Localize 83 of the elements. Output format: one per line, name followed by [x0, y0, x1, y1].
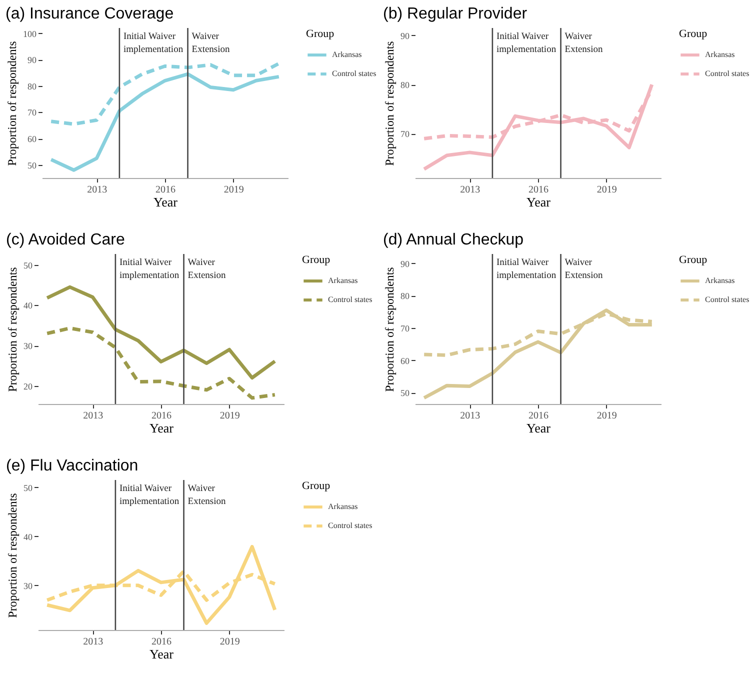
legend-label: Control states [328, 521, 372, 530]
line-series [45, 285, 277, 380]
x-tick-label: 2019 [220, 636, 240, 648]
y-tick-label: 30 [24, 341, 33, 352]
ref-line-label: Initial Waiver implementation [119, 258, 180, 281]
y-tick-label: 30 [24, 580, 33, 591]
y-tick-label: 80 [400, 80, 410, 90]
line-series [422, 82, 654, 171]
y-tick-label: 50 [24, 482, 33, 493]
y-axis-title: Proportion of respondents [382, 40, 396, 166]
x-tick-label: 2013 [87, 184, 108, 196]
y-tick-label: 50 [28, 160, 37, 170]
y-tick-label: 80 [400, 291, 410, 302]
y-tick-label: 40 [24, 300, 33, 311]
legend-label: Arkansas [705, 50, 735, 59]
legend-title: Group [679, 254, 708, 266]
y-tick-label: 50 [24, 260, 33, 270]
y-tick-label: 40 [24, 532, 33, 542]
y-tick-label: 60 [400, 356, 410, 366]
legend-label: Arkansas [332, 50, 362, 59]
y-tick-label: 50 [400, 388, 410, 398]
y-tick-label: 90 [400, 30, 410, 41]
x-axis-title: Year [526, 194, 552, 210]
y-tick-label: 90 [400, 258, 410, 269]
x-tick-label: 2016 [528, 410, 548, 422]
ref-line-label: Waiver Extension [192, 32, 230, 55]
ref-line-label: Waiver Extension [564, 258, 604, 281]
x-tick-label: 2016 [156, 184, 176, 196]
x-tick-label: 2013 [460, 410, 480, 422]
x-tick-label: 2019 [596, 410, 617, 422]
chart-title: (d) Annual Checkup [383, 231, 524, 248]
x-tick-label: 2019 [220, 410, 240, 422]
legend-label: Arkansas [328, 502, 358, 511]
legend-title: Group [306, 28, 335, 40]
y-axis-title: Proportion of respondents [6, 492, 20, 618]
x-tick-label: 2019 [596, 184, 617, 196]
legend-title: Group [679, 28, 708, 40]
x-tick-label: 2013 [460, 184, 480, 196]
legend-title: Group [302, 480, 331, 492]
y-tick-label: 100 [23, 28, 37, 39]
y-tick-label: 70 [28, 108, 37, 118]
x-tick-label: 2016 [152, 410, 172, 422]
chart-title: (b) Regular Provider [383, 5, 528, 22]
legend-label: Arkansas [328, 276, 358, 285]
ref-line-label: Waiver Extension [188, 258, 226, 281]
legend-label: Control states [705, 69, 750, 78]
line-series [45, 544, 277, 625]
x-tick-label: 2019 [224, 184, 244, 196]
x-axis-title: Year [154, 194, 178, 210]
x-axis-title: Year [150, 646, 174, 662]
ref-line-label: Initial Waiver implementation [496, 32, 556, 55]
x-tick-label: 2016 [528, 184, 548, 196]
chart-title: (e) Flu Vaccination [6, 457, 138, 474]
line-series [49, 72, 281, 172]
x-tick-label: 2013 [83, 636, 104, 648]
x-tick-label: 2013 [83, 410, 104, 422]
y-axis-title: Proportion of respondents [6, 266, 20, 392]
legend-label: Control states [705, 295, 750, 304]
y-tick-label: 90 [28, 55, 37, 66]
x-tick-label: 2016 [152, 636, 172, 648]
line-series [49, 62, 281, 126]
ref-line-label: Waiver Extension [188, 484, 226, 507]
y-tick-label: 70 [400, 129, 410, 140]
legend-label: Control states [328, 295, 372, 304]
ref-line-label: Initial Waiver implementation [119, 484, 180, 507]
ref-line-label: Initial Waiver implementation [496, 258, 556, 281]
ref-line-label: Waiver Extension [564, 32, 604, 55]
x-axis-title: Year [150, 420, 174, 436]
y-tick-label: 80 [28, 81, 37, 92]
legend-label: Control states [332, 69, 376, 78]
y-axis-title: Proportion of respondents [382, 266, 396, 392]
x-axis-title: Year [526, 420, 552, 436]
y-tick-label: 70 [400, 324, 410, 334]
line-series [45, 326, 277, 400]
ref-line-label: Initial Waiver implementation [123, 32, 184, 55]
y-tick-label: 20 [24, 381, 33, 392]
line-series [422, 308, 654, 400]
legend-label: Arkansas [705, 276, 735, 285]
y-axis-title: Proportion of respondents [5, 40, 19, 166]
chart-title: (c) Avoided Care [6, 231, 125, 248]
legend-title: Group [302, 254, 331, 266]
chart-title: (a) Insurance Coverage [6, 5, 174, 22]
y-tick-label: 60 [28, 134, 37, 144]
